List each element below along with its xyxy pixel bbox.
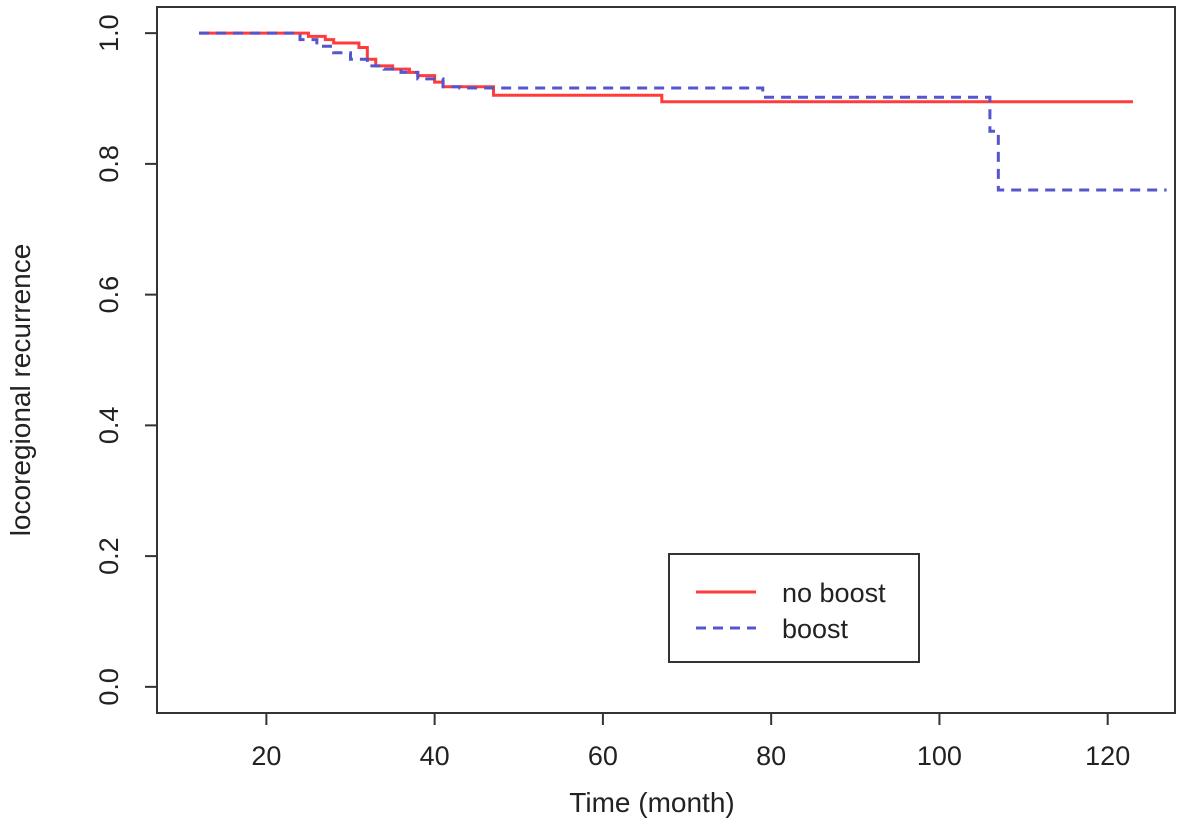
x-tick-label: 100: [917, 741, 962, 771]
x-tick-label: 120: [1085, 741, 1130, 771]
y-tick-label: 0.4: [94, 407, 124, 445]
y-tick-label: 1.0: [94, 14, 124, 52]
y-tick-label: 0.6: [94, 276, 124, 314]
legend-box: [668, 553, 920, 663]
x-axis: 20 40 60 80 100 120: [251, 713, 1130, 771]
series-line-no-boost: [199, 31, 1133, 104]
legend-label-boost: boost: [782, 614, 849, 644]
y-tick-label: 0.0: [94, 668, 124, 706]
y-tick-label: 0.2: [94, 537, 124, 575]
y-axis-title: locoregional recurrence: [5, 244, 36, 537]
x-tick-label: 60: [588, 741, 618, 771]
legend: no boost boost: [668, 553, 920, 663]
plot-frame: [156, 6, 1176, 714]
x-tick-label: 80: [756, 741, 786, 771]
series-layer: [199, 31, 1167, 192]
y-tick-label: 0.8: [94, 145, 124, 183]
series-line-boost: [199, 31, 1167, 192]
legend-label-no-boost: no boost: [782, 578, 886, 608]
x-axis-title: Time (month): [569, 787, 734, 818]
y-axis: 0.0 0.2 0.4 0.6 0.8 1.0: [94, 14, 157, 706]
x-tick-label: 40: [420, 741, 450, 771]
x-tick-label: 20: [251, 741, 281, 771]
